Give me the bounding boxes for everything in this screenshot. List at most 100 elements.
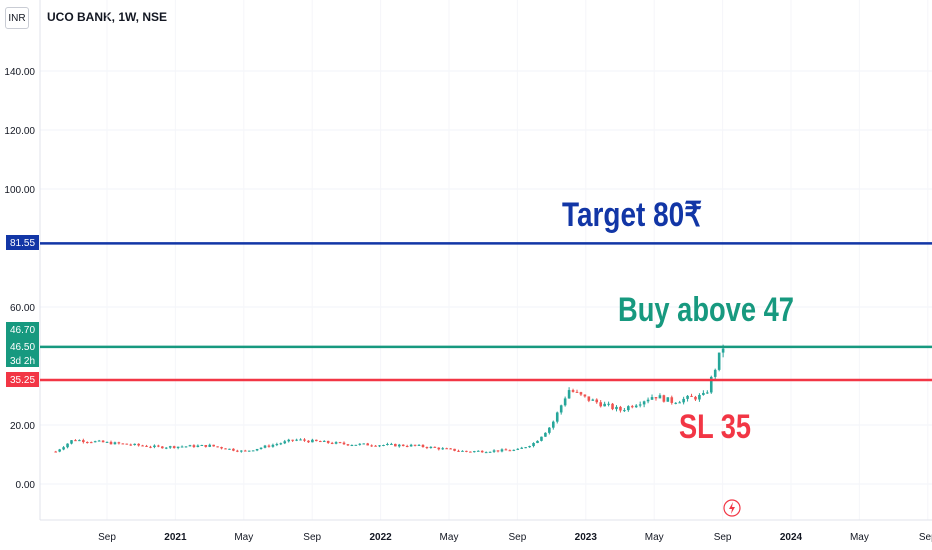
candle-body: [259, 447, 263, 449]
candle-body: [315, 439, 318, 442]
candle-body: [397, 444, 401, 447]
candle-body: [145, 445, 148, 447]
candle-body: [232, 448, 235, 451]
candle-body: [303, 439, 306, 441]
candle-body: [713, 369, 717, 377]
candle-body: [168, 446, 172, 448]
candle-body: [82, 440, 85, 443]
candle-body: [496, 450, 500, 452]
candle-body: [334, 442, 338, 444]
time-tick-label: May: [440, 532, 459, 543]
stop-badge: 35.25: [6, 372, 39, 387]
candle-body: [78, 440, 81, 442]
candle-body: [74, 440, 77, 442]
candle-body: [429, 446, 433, 449]
candle-body: [500, 449, 504, 452]
candle-body: [615, 406, 618, 410]
candle-body: [70, 440, 73, 444]
target-badge: 81.55: [6, 235, 39, 250]
candle-body: [204, 444, 208, 447]
candle-body: [441, 448, 445, 450]
candle-body: [85, 442, 89, 444]
candle-body: [445, 448, 448, 450]
candle-body: [437, 447, 441, 450]
candle-body: [263, 445, 267, 448]
candle-body: [243, 450, 247, 452]
candle-body: [291, 439, 294, 441]
candle-body: [476, 450, 480, 452]
target-badge-text: 81.55: [10, 238, 35, 249]
candle-body: [638, 404, 642, 406]
last-price-badge: 46.70 46.50 3d 2h: [6, 322, 39, 367]
candle-body: [390, 443, 393, 445]
time-tick-label: Sep: [509, 532, 527, 543]
candle-body: [540, 436, 543, 441]
candle-body: [520, 447, 524, 449]
candle-body: [121, 443, 125, 445]
candle-body: [180, 446, 184, 448]
candle-body: [149, 446, 152, 448]
flash-icon[interactable]: [723, 499, 741, 517]
buy-annotation: Buy above 47: [618, 291, 794, 329]
candle-body: [587, 396, 591, 401]
candle-body: [89, 442, 93, 444]
candle-body: [524, 447, 527, 449]
candle-body: [536, 440, 539, 444]
candle-body: [666, 397, 670, 402]
candle-body: [702, 392, 705, 395]
candle-body: [105, 441, 109, 443]
candle-body: [488, 451, 492, 453]
time-tick-label: May: [234, 532, 253, 543]
candle-body: [275, 444, 279, 446]
candle-body: [354, 444, 358, 446]
candle-body: [378, 445, 381, 447]
candle-body: [413, 444, 417, 446]
candle-body: [164, 447, 168, 449]
candle-body: [678, 402, 681, 404]
time-tick-label: Sep: [303, 532, 321, 543]
currency-button[interactable]: INR: [5, 7, 29, 29]
candle-body: [133, 443, 136, 445]
candle-body: [109, 441, 113, 445]
candle-body: [58, 449, 61, 452]
candle-body: [326, 440, 330, 443]
price-tick-label: 0.00: [16, 480, 36, 491]
candle-body: [706, 392, 709, 394]
candle-body: [607, 403, 610, 405]
candle-body: [674, 402, 678, 404]
candle-body: [188, 445, 192, 447]
candle-body: [279, 443, 283, 445]
candle-body: [394, 443, 397, 447]
candles: [54, 344, 725, 454]
high-value-text: 46.70: [10, 325, 35, 336]
candle-body: [595, 399, 599, 403]
candle-body: [425, 447, 429, 449]
candle-body: [401, 444, 405, 447]
candle-body: [417, 444, 421, 446]
candle-body: [192, 445, 196, 448]
candle-body: [330, 442, 334, 444]
candle-body: [559, 405, 563, 413]
candle-body: [658, 395, 662, 399]
candle-body: [271, 444, 275, 447]
candle-body: [172, 446, 176, 448]
candle-body: [358, 443, 362, 445]
candle-body: [236, 450, 239, 452]
grid: [40, 0, 932, 520]
candle-body: [642, 401, 646, 405]
candle-body: [287, 439, 291, 442]
candle-body: [465, 450, 468, 452]
candle-body: [591, 399, 595, 401]
candle-body: [646, 399, 650, 402]
candle-body: [532, 443, 535, 447]
candle-body: [686, 395, 689, 399]
stop-badge-text: 35.25: [10, 375, 35, 386]
candle-body: [484, 452, 488, 454]
price-tick-label: 20.00: [10, 421, 35, 432]
candle-body: [366, 443, 369, 446]
price-tick-label: 60.00: [10, 303, 35, 314]
candle-body: [473, 451, 476, 453]
candle-body: [721, 348, 725, 353]
candle-body: [125, 443, 129, 445]
